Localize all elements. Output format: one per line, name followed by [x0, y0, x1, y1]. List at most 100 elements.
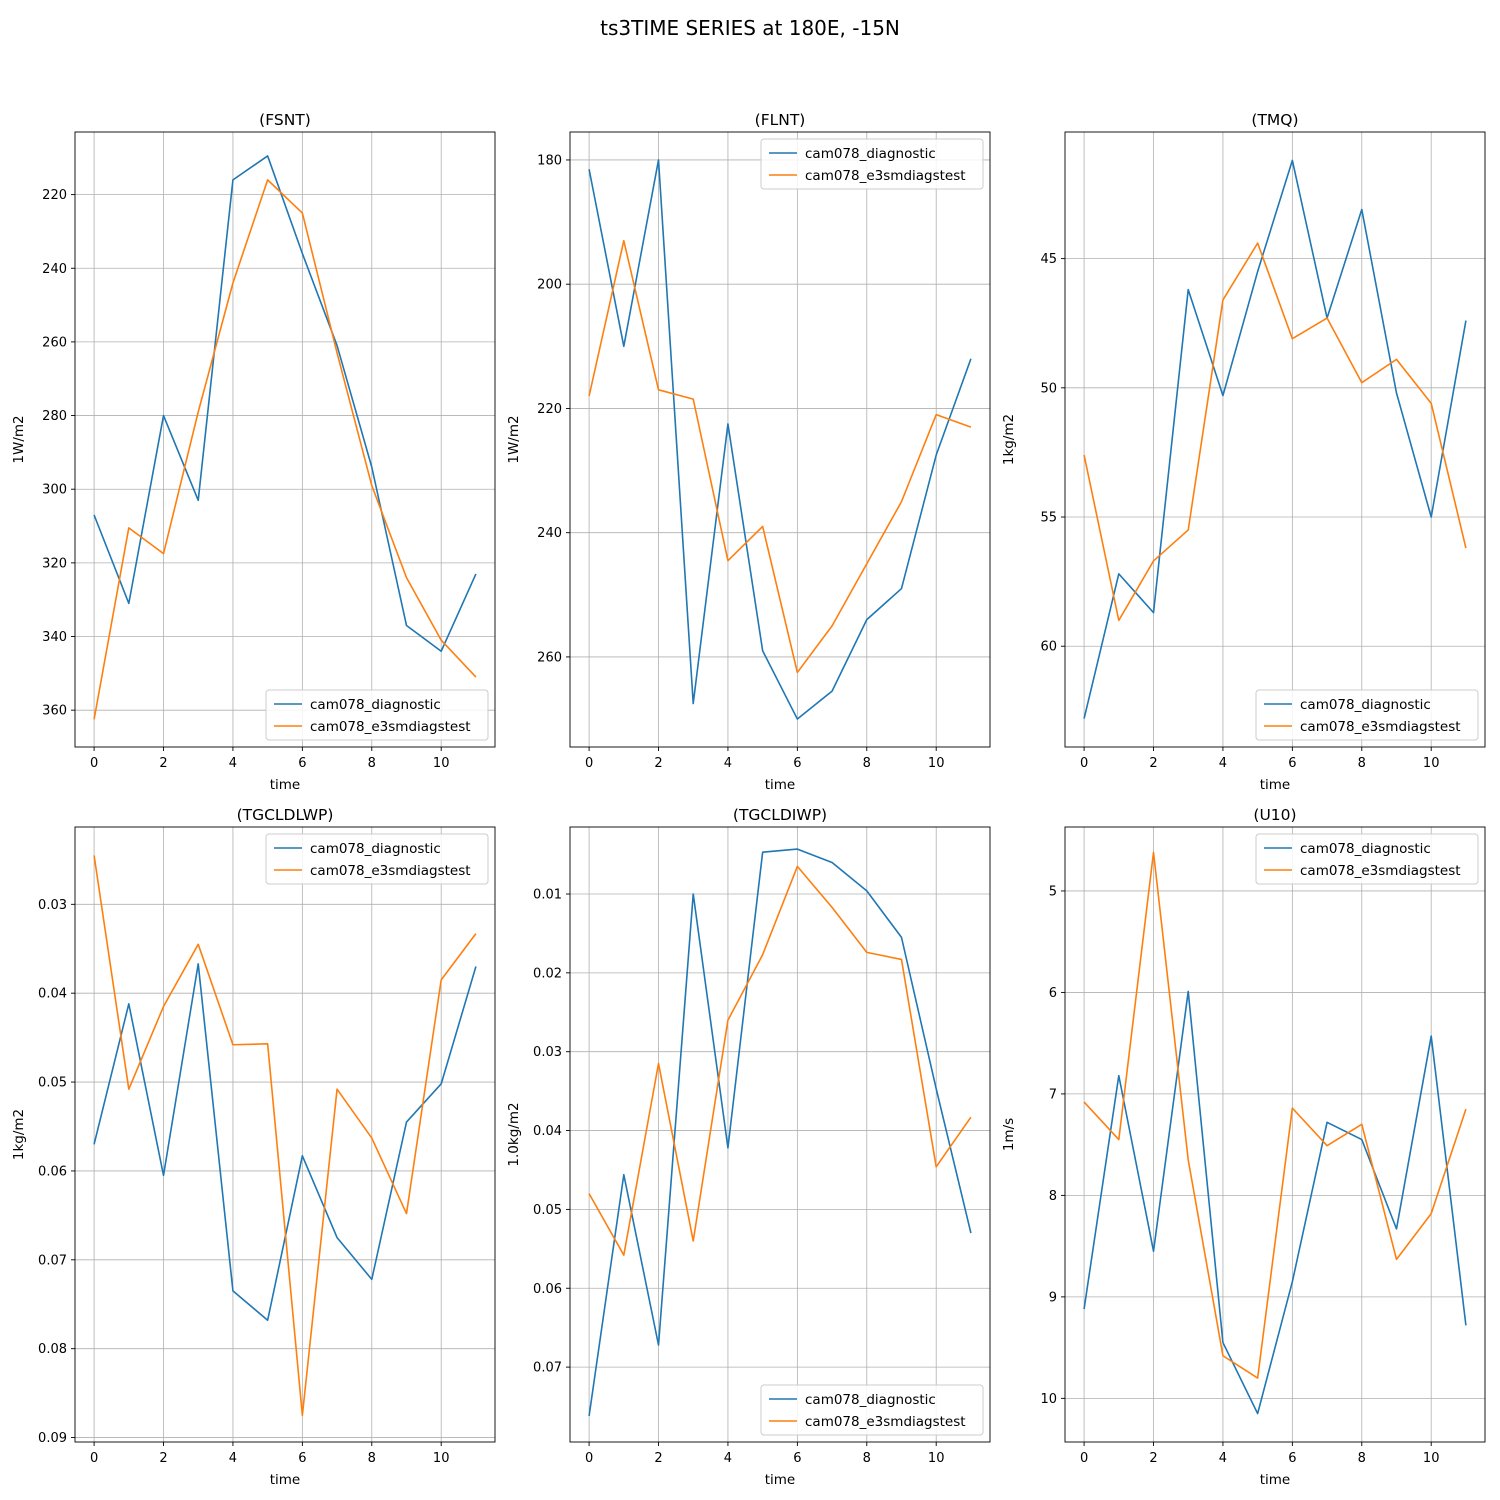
- y-tick-label: 55: [1040, 511, 1057, 526]
- x-tick-label: 2: [159, 1451, 167, 1466]
- y-axis-label: 1kg/m2: [11, 1109, 27, 1160]
- y-tick-label: 0.06: [533, 1282, 562, 1297]
- legend-label: cam078_diagnostic: [805, 146, 936, 162]
- y-axis-label: 1W/m2: [11, 415, 27, 463]
- x-tick-label: 0: [90, 756, 98, 771]
- grid: [75, 827, 495, 1442]
- subplot-3: 0 2 4 6 8 10 0.03 0.04 0.05 0.06 0.07 0.08 0.09 (TGCL…: [11, 806, 496, 1488]
- y-tick-label: 260: [537, 650, 562, 665]
- subplot-title: (TGCLDLWP): [237, 806, 334, 824]
- y-tick-label: 0.02: [533, 966, 562, 981]
- x-tick-label: 6: [793, 1451, 801, 1466]
- x-tick-label: 10: [433, 756, 450, 771]
- legend-label: cam078_diagnostic: [1300, 697, 1431, 713]
- y-tick-label: 320: [42, 556, 67, 571]
- legend: cam078_diagnostic cam078_e3smdiagstest: [1255, 689, 1479, 741]
- y-tick-label: 0.08: [38, 1342, 67, 1357]
- y-tick-label: 0.05: [533, 1203, 562, 1218]
- x-tick-label: 8: [1358, 756, 1366, 771]
- y-tick-label: 0.03: [533, 1045, 562, 1060]
- x-tick-label: 10: [928, 756, 945, 771]
- x-tick-label: 10: [928, 1451, 945, 1466]
- x-tick-label: 8: [368, 756, 376, 771]
- y-tick-label: 180: [537, 153, 562, 168]
- y-axis-label: 1.0kg/m2: [506, 1102, 522, 1166]
- subplot-1: 0 2 4 6 8 10 180 200 220 240 260 (FLNT) time 1W/m2 cam…: [506, 111, 991, 793]
- subplot-0: 0 2 4 6 8 10 220 240 260 280 300 320 340 360 (FSNT) tim…: [11, 111, 496, 793]
- axes-frame: [569, 131, 991, 748]
- subplot-5: 0 2 4 6 8 10 5 6 7 8 9 10 (U10) time 1m/s cam078_diagno…: [1001, 806, 1486, 1488]
- axes-frame: [74, 131, 496, 748]
- series-line-cam078_diagnostic: [1083, 990, 1467, 1415]
- x-tick-label: 4: [724, 756, 732, 771]
- x-tick-label: 0: [90, 1451, 98, 1466]
- subplot-title: (TGCLDIWP): [733, 806, 827, 824]
- y-axis-label: 1kg/m2: [1001, 414, 1017, 465]
- legend-label: cam078_diagnostic: [310, 697, 441, 713]
- y-tick-label: 0.06: [38, 1164, 67, 1179]
- x-tick-label: 8: [368, 1451, 376, 1466]
- legend-label: cam078_e3smdiagstest: [805, 1414, 966, 1430]
- axes-frame: [1064, 826, 1486, 1443]
- x-tick-label: 6: [298, 1451, 306, 1466]
- legend-label: cam078_diagnostic: [310, 841, 441, 857]
- axes-frame: [1064, 131, 1486, 748]
- y-tick-label: 200: [537, 278, 562, 293]
- x-tick-label: 2: [1149, 756, 1157, 771]
- legend: cam078_diagnostic cam078_e3smdiagstest: [265, 833, 489, 885]
- legend-box: [760, 1384, 984, 1436]
- legend: cam078_diagnostic cam078_e3smdiagstest: [265, 689, 489, 741]
- x-axis-label: time: [765, 1472, 796, 1488]
- legend-box: [265, 689, 489, 741]
- series-line-cam078_e3smdiagstest: [93, 179, 477, 720]
- y-tick-label: 340: [42, 630, 67, 645]
- series-line-cam078_e3smdiagstest: [1083, 242, 1467, 622]
- y-tick-label: 9: [1049, 1290, 1057, 1305]
- legend-box: [1255, 833, 1479, 885]
- x-tick-label: 10: [1423, 756, 1440, 771]
- y-tick-label: 60: [1040, 640, 1057, 655]
- y-tick-label: 6: [1049, 986, 1057, 1001]
- y-tick-label: 260: [42, 335, 67, 350]
- x-tick-label: 6: [793, 756, 801, 771]
- y-tick-label: 220: [537, 402, 562, 417]
- x-tick-label: 0: [585, 756, 593, 771]
- series-line-cam078_diagnostic: [93, 155, 477, 653]
- figure-title: ts3TIME SERIES at 180E, -15N: [600, 16, 900, 40]
- y-tick-label: 0.09: [38, 1431, 67, 1446]
- x-tick-label: 4: [724, 1451, 732, 1466]
- legend-label: cam078_e3smdiagstest: [310, 863, 471, 879]
- y-axis-label: 1W/m2: [506, 415, 522, 463]
- x-axis-label: time: [765, 777, 796, 793]
- y-tick-label: 300: [42, 483, 67, 498]
- series-line-cam078_diagnostic: [93, 963, 477, 1322]
- y-tick-label: 45: [1040, 252, 1057, 267]
- legend-box: [760, 138, 984, 190]
- y-tick-label: 360: [42, 704, 67, 719]
- x-tick-label: 10: [433, 1451, 450, 1466]
- y-axis-label: 1m/s: [1001, 1118, 1017, 1151]
- y-tick-label: 240: [42, 262, 67, 277]
- x-axis-label: time: [270, 777, 301, 793]
- x-tick-label: 0: [1080, 756, 1088, 771]
- grid: [1065, 132, 1485, 747]
- x-tick-label: 2: [654, 756, 662, 771]
- x-tick-label: 2: [159, 756, 167, 771]
- subplot-title: (FSNT): [259, 111, 311, 129]
- grid: [570, 132, 990, 747]
- y-tick-label: 0.01: [533, 888, 562, 903]
- legend-label: cam078_e3smdiagstest: [310, 719, 471, 735]
- y-tick-label: 240: [537, 526, 562, 541]
- x-axis-label: time: [1260, 1472, 1291, 1488]
- y-tick-label: 0.04: [38, 987, 67, 1002]
- grid: [1065, 827, 1485, 1442]
- series-line-cam078_e3smdiagstest: [1083, 851, 1467, 1379]
- legend-label: cam078_diagnostic: [1300, 841, 1431, 857]
- y-tick-label: 10: [1040, 1392, 1057, 1407]
- grid: [75, 132, 495, 747]
- legend-label: cam078_e3smdiagstest: [1300, 863, 1461, 879]
- axes-frame: [74, 826, 496, 1443]
- subplot-title: (U10): [1253, 806, 1296, 824]
- y-tick-label: 0.04: [533, 1124, 562, 1139]
- subplot-title: (FLNT): [755, 111, 806, 129]
